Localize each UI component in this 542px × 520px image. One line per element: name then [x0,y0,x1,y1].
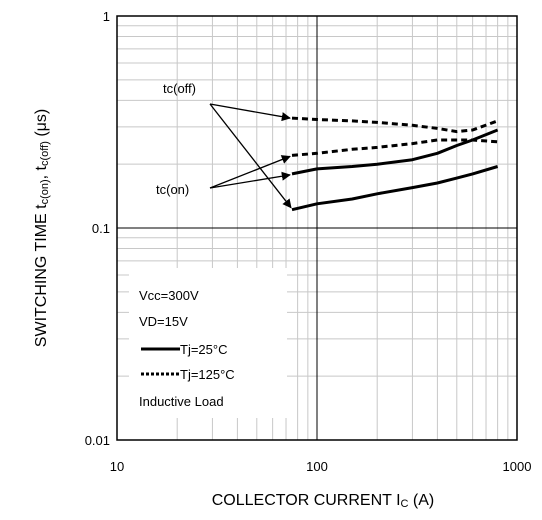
legend-label-tj-125: Tj=125°C [180,367,235,382]
x-axis-label-main: COLLECTOR CURRENT I [212,492,401,509]
series-line-tc-on-tj-25 [291,165,499,212]
y-axis-label-p2: , t [33,165,50,179]
plot-border [116,15,518,441]
condition-vd: VD=15V [139,314,188,329]
x-tick-label: 1000 [503,459,532,474]
arrow-tc-on-125 [209,155,291,189]
condition-vcc: Vcc=300V [139,288,199,303]
x-tick-label: 100 [306,459,328,474]
x-tick-label: 10 [110,459,124,474]
conditions-box-background [129,268,287,418]
annotation-tc-on: tc(on) [156,182,189,197]
condition-inductive-load: Inductive Load [139,394,224,409]
y-axis-label-s1: c(on) [39,179,51,204]
y-axis-label-p3: (μs) [33,109,50,141]
arrow-tc-off-125 [209,103,291,122]
series-line-tc-off-tj-25 [291,128,499,176]
series-lines [291,116,499,212]
annotation-tc-off: tc(off) [163,81,196,96]
y-tick-label: 0.1 [92,221,110,236]
arrow-tc-on-25 [209,171,291,189]
x-axis-label-sub: C [401,498,409,510]
series-line-tc-off-tj-125 [291,116,499,134]
conditions-box-fill [129,268,287,418]
x-axis-label: COLLECTOR CURRENT IC (A) [212,492,435,510]
x-axis-label-tail: (A) [408,492,434,509]
legend-label-tj-25: Tj=25°C [180,342,227,357]
annotation-arrows [209,103,292,209]
series-line-tc-on-tj-125 [291,138,498,157]
y-axis-label-s2: c(off) [39,141,51,166]
conditions-box: Vcc=300V VD=15V Tj=25°C Tj=125°C Inducti… [139,288,235,409]
x-tick-labels: 10 100 1000 [110,459,532,474]
y-tick-label: 0.01 [85,433,110,448]
arrow-tc-off-25 [209,103,292,209]
y-tick-label: 1 [103,9,110,24]
plot-frame [116,15,518,441]
y-tick-labels: 0.01 0.1 1 [85,9,110,448]
y-axis-label: SWITCHING TIME tc(on), tc(off) (μs) [33,109,51,347]
y-axis-label-p1: SWITCHING TIME t [33,204,50,347]
